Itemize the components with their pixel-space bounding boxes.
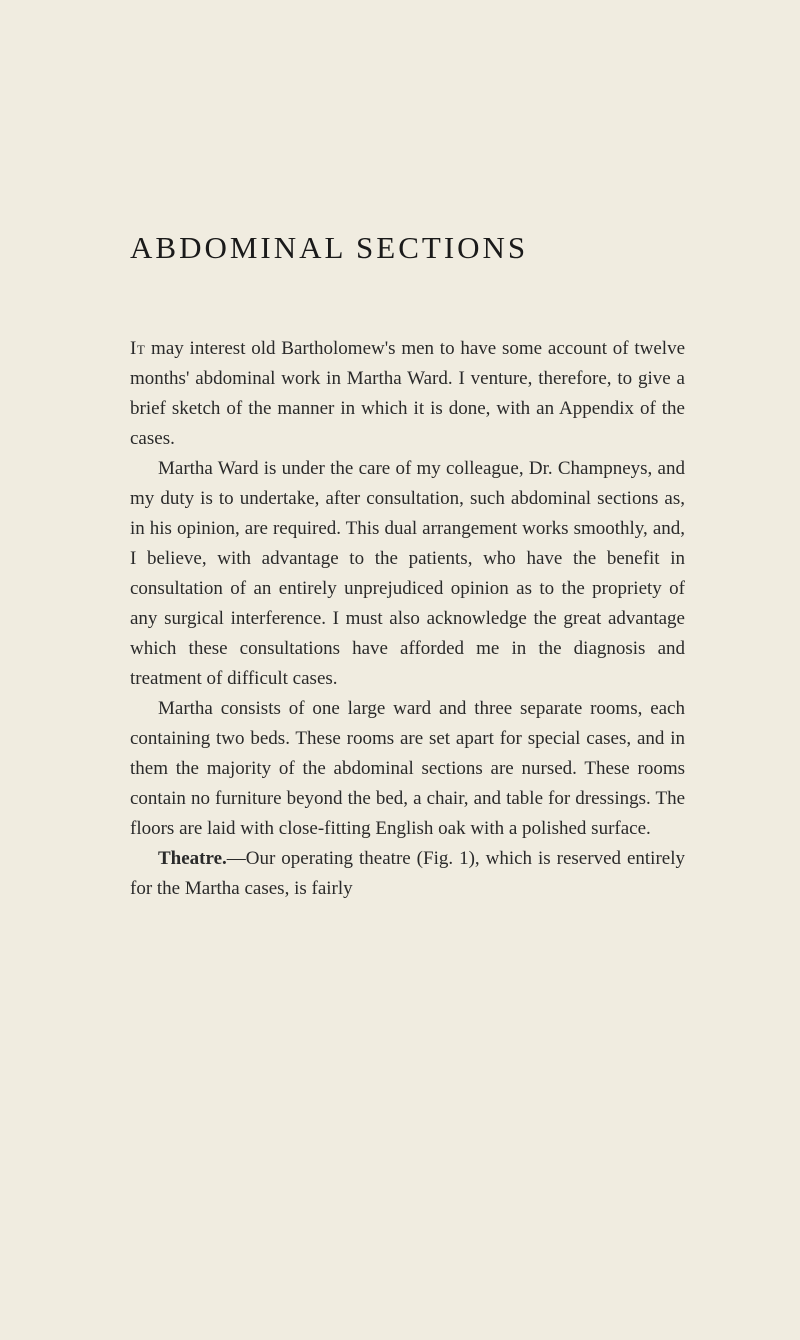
document-page: ABDOMINAL SECTIONS It may interest old B… bbox=[0, 0, 800, 964]
paragraph-1: It may interest old Bartholomew's men to… bbox=[130, 334, 685, 454]
paragraph-3: Martha consists of one large ward and th… bbox=[130, 694, 685, 844]
section-label: Theatre. bbox=[158, 848, 227, 869]
paragraph-2: Martha Ward is under the care of my coll… bbox=[130, 454, 685, 694]
page-title: ABDOMINAL SECTIONS bbox=[130, 230, 685, 266]
first-word: It bbox=[130, 338, 145, 359]
paragraph-4: Theatre.—Our operating theatre (Fig. 1),… bbox=[130, 844, 685, 904]
paragraph-1-text: may interest old Bartholomew's men to ha… bbox=[130, 338, 685, 449]
